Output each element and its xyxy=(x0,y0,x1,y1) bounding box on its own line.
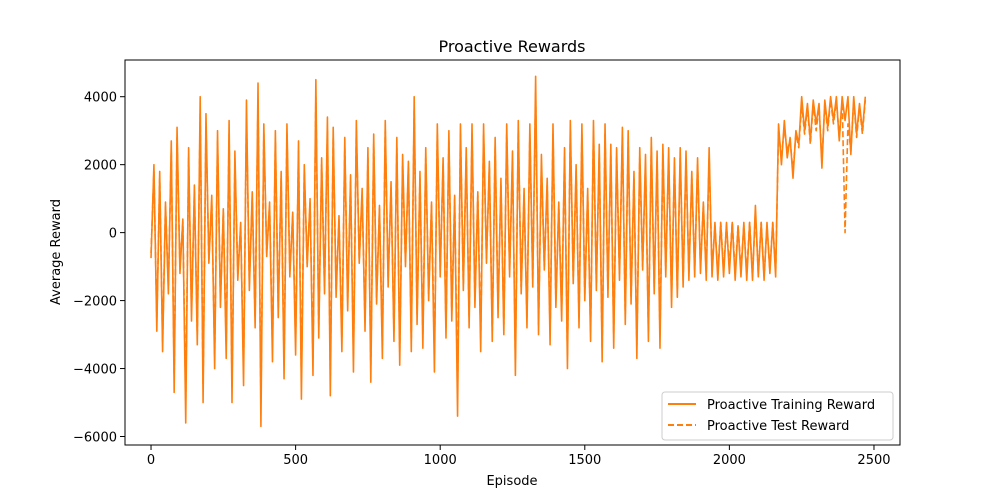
y-tick-label: −2000 xyxy=(73,295,117,310)
x-tick-label: 1500 xyxy=(568,453,601,468)
y-tick-label: 2000 xyxy=(84,159,117,174)
plot-frame xyxy=(124,59,901,446)
x-tick-label: 2000 xyxy=(713,453,746,468)
x-tick-label: 2500 xyxy=(857,453,890,468)
legend-box xyxy=(661,391,894,441)
x-axis-label: Episode xyxy=(486,474,537,489)
x-tick-label: 500 xyxy=(283,453,308,468)
plot-area xyxy=(124,59,901,446)
x-tick-label: 1000 xyxy=(424,453,457,468)
y-tick-label: 0 xyxy=(109,227,117,242)
chart-title: Proactive Rewards xyxy=(438,37,585,56)
series-line-training-reward xyxy=(150,75,867,428)
y-axis: −6000 −4000 −2000 0 2000 4000 xyxy=(73,91,125,446)
y-axis-label: Average Reward xyxy=(49,199,64,305)
x-tick-label: 0 xyxy=(147,453,155,468)
series-layer xyxy=(150,75,867,428)
y-tick-label: 4000 xyxy=(84,91,117,106)
x-axis: 0 500 1000 1500 2000 2500 xyxy=(147,445,891,468)
y-tick-label: −6000 xyxy=(73,431,117,446)
legend-label-training: Proactive Training Reward xyxy=(707,398,875,413)
y-tick-label: −4000 xyxy=(73,363,117,378)
legend-label-test: Proactive Test Reward xyxy=(707,419,849,434)
legend: Proactive Training Reward Proactive Test… xyxy=(661,391,894,441)
